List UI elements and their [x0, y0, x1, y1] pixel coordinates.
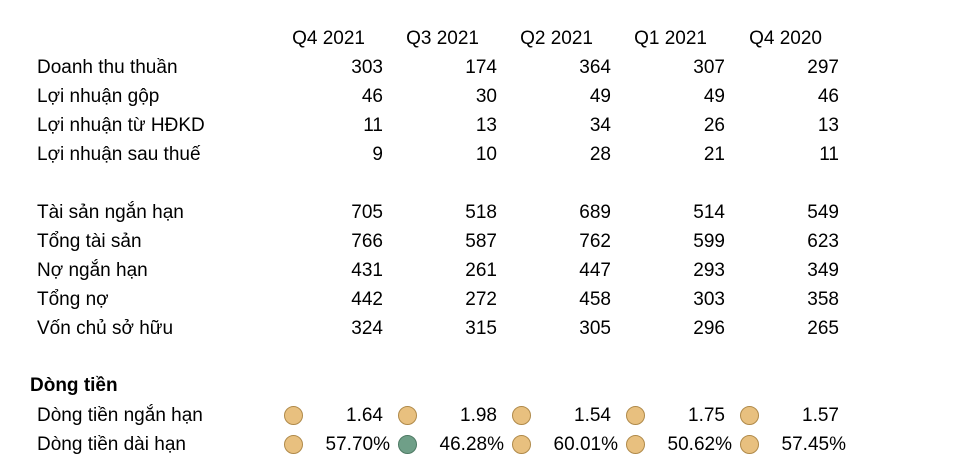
cell-value: 623 [807, 231, 839, 252]
table-row: Lợi nhuận gộp 46 30 49 49 46 [0, 83, 961, 111]
cell-value: 50.62% [667, 434, 732, 455]
cell-value: 46.28% [439, 434, 504, 455]
cell-value: 1.75 [688, 405, 725, 426]
cell-value: 514 [693, 202, 725, 223]
cell-value: 13 [475, 115, 497, 136]
cell-value: 1.64 [346, 405, 383, 426]
cell-value: 11 [363, 115, 383, 136]
table-row: Tổng nợ 442 272 458 303 358 [0, 286, 961, 314]
status-indicator-icon [398, 435, 417, 454]
cell-value: 549 [807, 202, 839, 223]
row-label: Vốn chủ sở hữu [37, 318, 174, 339]
cell-value: 21 [703, 144, 725, 165]
cell-value: 10 [475, 144, 497, 165]
cell-value: 458 [579, 289, 611, 310]
status-indicator-icon [512, 435, 531, 454]
table-row: Lợi nhuận sau thuế 9 10 28 21 11 [0, 141, 961, 169]
row-label: Doanh thu thuần [37, 57, 178, 78]
cell-value: 272 [465, 289, 497, 310]
cell-value: 261 [465, 260, 497, 281]
row-label: Nợ ngắn hạn [37, 260, 148, 281]
cell-value: 30 [475, 86, 497, 107]
cashflow-section-title: Dòng tiền [30, 375, 118, 396]
cell-value: 431 [351, 260, 383, 281]
cell-value: 49 [703, 86, 725, 107]
cell-value: 9 [372, 144, 383, 165]
cell-value: 303 [351, 57, 383, 78]
cell-value: 358 [807, 289, 839, 310]
cell-value: 349 [807, 260, 839, 281]
cell-value: 57.45% [781, 434, 846, 455]
table-row: Doanh thu thuần 303 174 364 307 297 [0, 54, 961, 82]
cell-value: 587 [465, 231, 497, 252]
cell-value: 518 [465, 202, 497, 223]
cell-value: 324 [351, 318, 383, 339]
cell-value: 57.70% [325, 434, 390, 455]
cell-value: 442 [351, 289, 383, 310]
cell-value: 1.54 [574, 405, 611, 426]
table-row: Nợ ngắn hạn 431 261 447 293 349 [0, 257, 961, 285]
cell-value: 766 [351, 231, 383, 252]
status-indicator-icon [512, 406, 531, 425]
cell-value: 265 [807, 318, 839, 339]
cell-value: 315 [465, 318, 497, 339]
row-label: Tổng nợ [37, 289, 109, 310]
cell-value: 305 [579, 318, 611, 339]
column-header: Q2 2021 [520, 28, 593, 49]
cell-value: 364 [579, 57, 611, 78]
table-row: Lợi nhuận từ HĐKD 11 13 34 26 13 [0, 112, 961, 140]
table-row: Tổng tài sản 766 587 762 599 623 [0, 228, 961, 256]
row-label: Dòng tiền ngắn hạn [37, 405, 203, 426]
column-header: Q4 2021 [292, 28, 365, 49]
cell-value: 49 [589, 86, 611, 107]
table-row: Dòng tiền dài hạn 57.70% 46.28% 60.01% 5… [0, 431, 961, 459]
table-row: Dòng tiền ngắn hạn 1.64 1.98 1.54 1.75 1… [0, 402, 961, 430]
column-header: Q1 2021 [634, 28, 707, 49]
cell-value: 34 [589, 115, 611, 136]
cell-value: 11 [819, 144, 839, 165]
column-header: Q4 2020 [749, 28, 822, 49]
row-label: Tổng tài sản [37, 231, 142, 252]
cell-value: 46 [361, 86, 383, 107]
status-indicator-icon [284, 435, 303, 454]
cell-value: 303 [693, 289, 725, 310]
row-label: Dòng tiền dài hạn [37, 434, 186, 455]
status-indicator-icon [740, 406, 759, 425]
cell-value: 293 [693, 260, 725, 281]
row-label: Lợi nhuận gộp [37, 86, 160, 107]
status-indicator-icon [740, 435, 759, 454]
status-indicator-icon [284, 406, 303, 425]
cell-value: 447 [579, 260, 611, 281]
cell-value: 60.01% [553, 434, 618, 455]
status-indicator-icon [626, 435, 645, 454]
status-indicator-icon [626, 406, 645, 425]
cell-value: 1.57 [802, 405, 839, 426]
cell-value: 297 [807, 57, 839, 78]
status-indicator-icon [398, 406, 417, 425]
column-header: Q3 2021 [406, 28, 479, 49]
table-row: Vốn chủ sở hữu 324 315 305 296 265 [0, 315, 961, 343]
cell-value: 689 [579, 202, 611, 223]
cell-value: 705 [351, 202, 383, 223]
cell-value: 762 [579, 231, 611, 252]
table-row: Tài sản ngắn hạn 705 518 689 514 549 [0, 199, 961, 227]
cell-value: 307 [693, 57, 725, 78]
cell-value: 26 [703, 115, 725, 136]
cell-value: 1.98 [460, 405, 497, 426]
row-label: Lợi nhuận sau thuế [37, 144, 201, 165]
cell-value: 28 [589, 144, 611, 165]
row-label: Lợi nhuận từ HĐKD [37, 115, 205, 136]
cell-value: 296 [693, 318, 725, 339]
cell-value: 13 [817, 115, 839, 136]
row-label: Tài sản ngắn hạn [37, 202, 184, 223]
cell-value: 174 [465, 57, 497, 78]
cell-value: 599 [693, 231, 725, 252]
cell-value: 46 [817, 86, 839, 107]
